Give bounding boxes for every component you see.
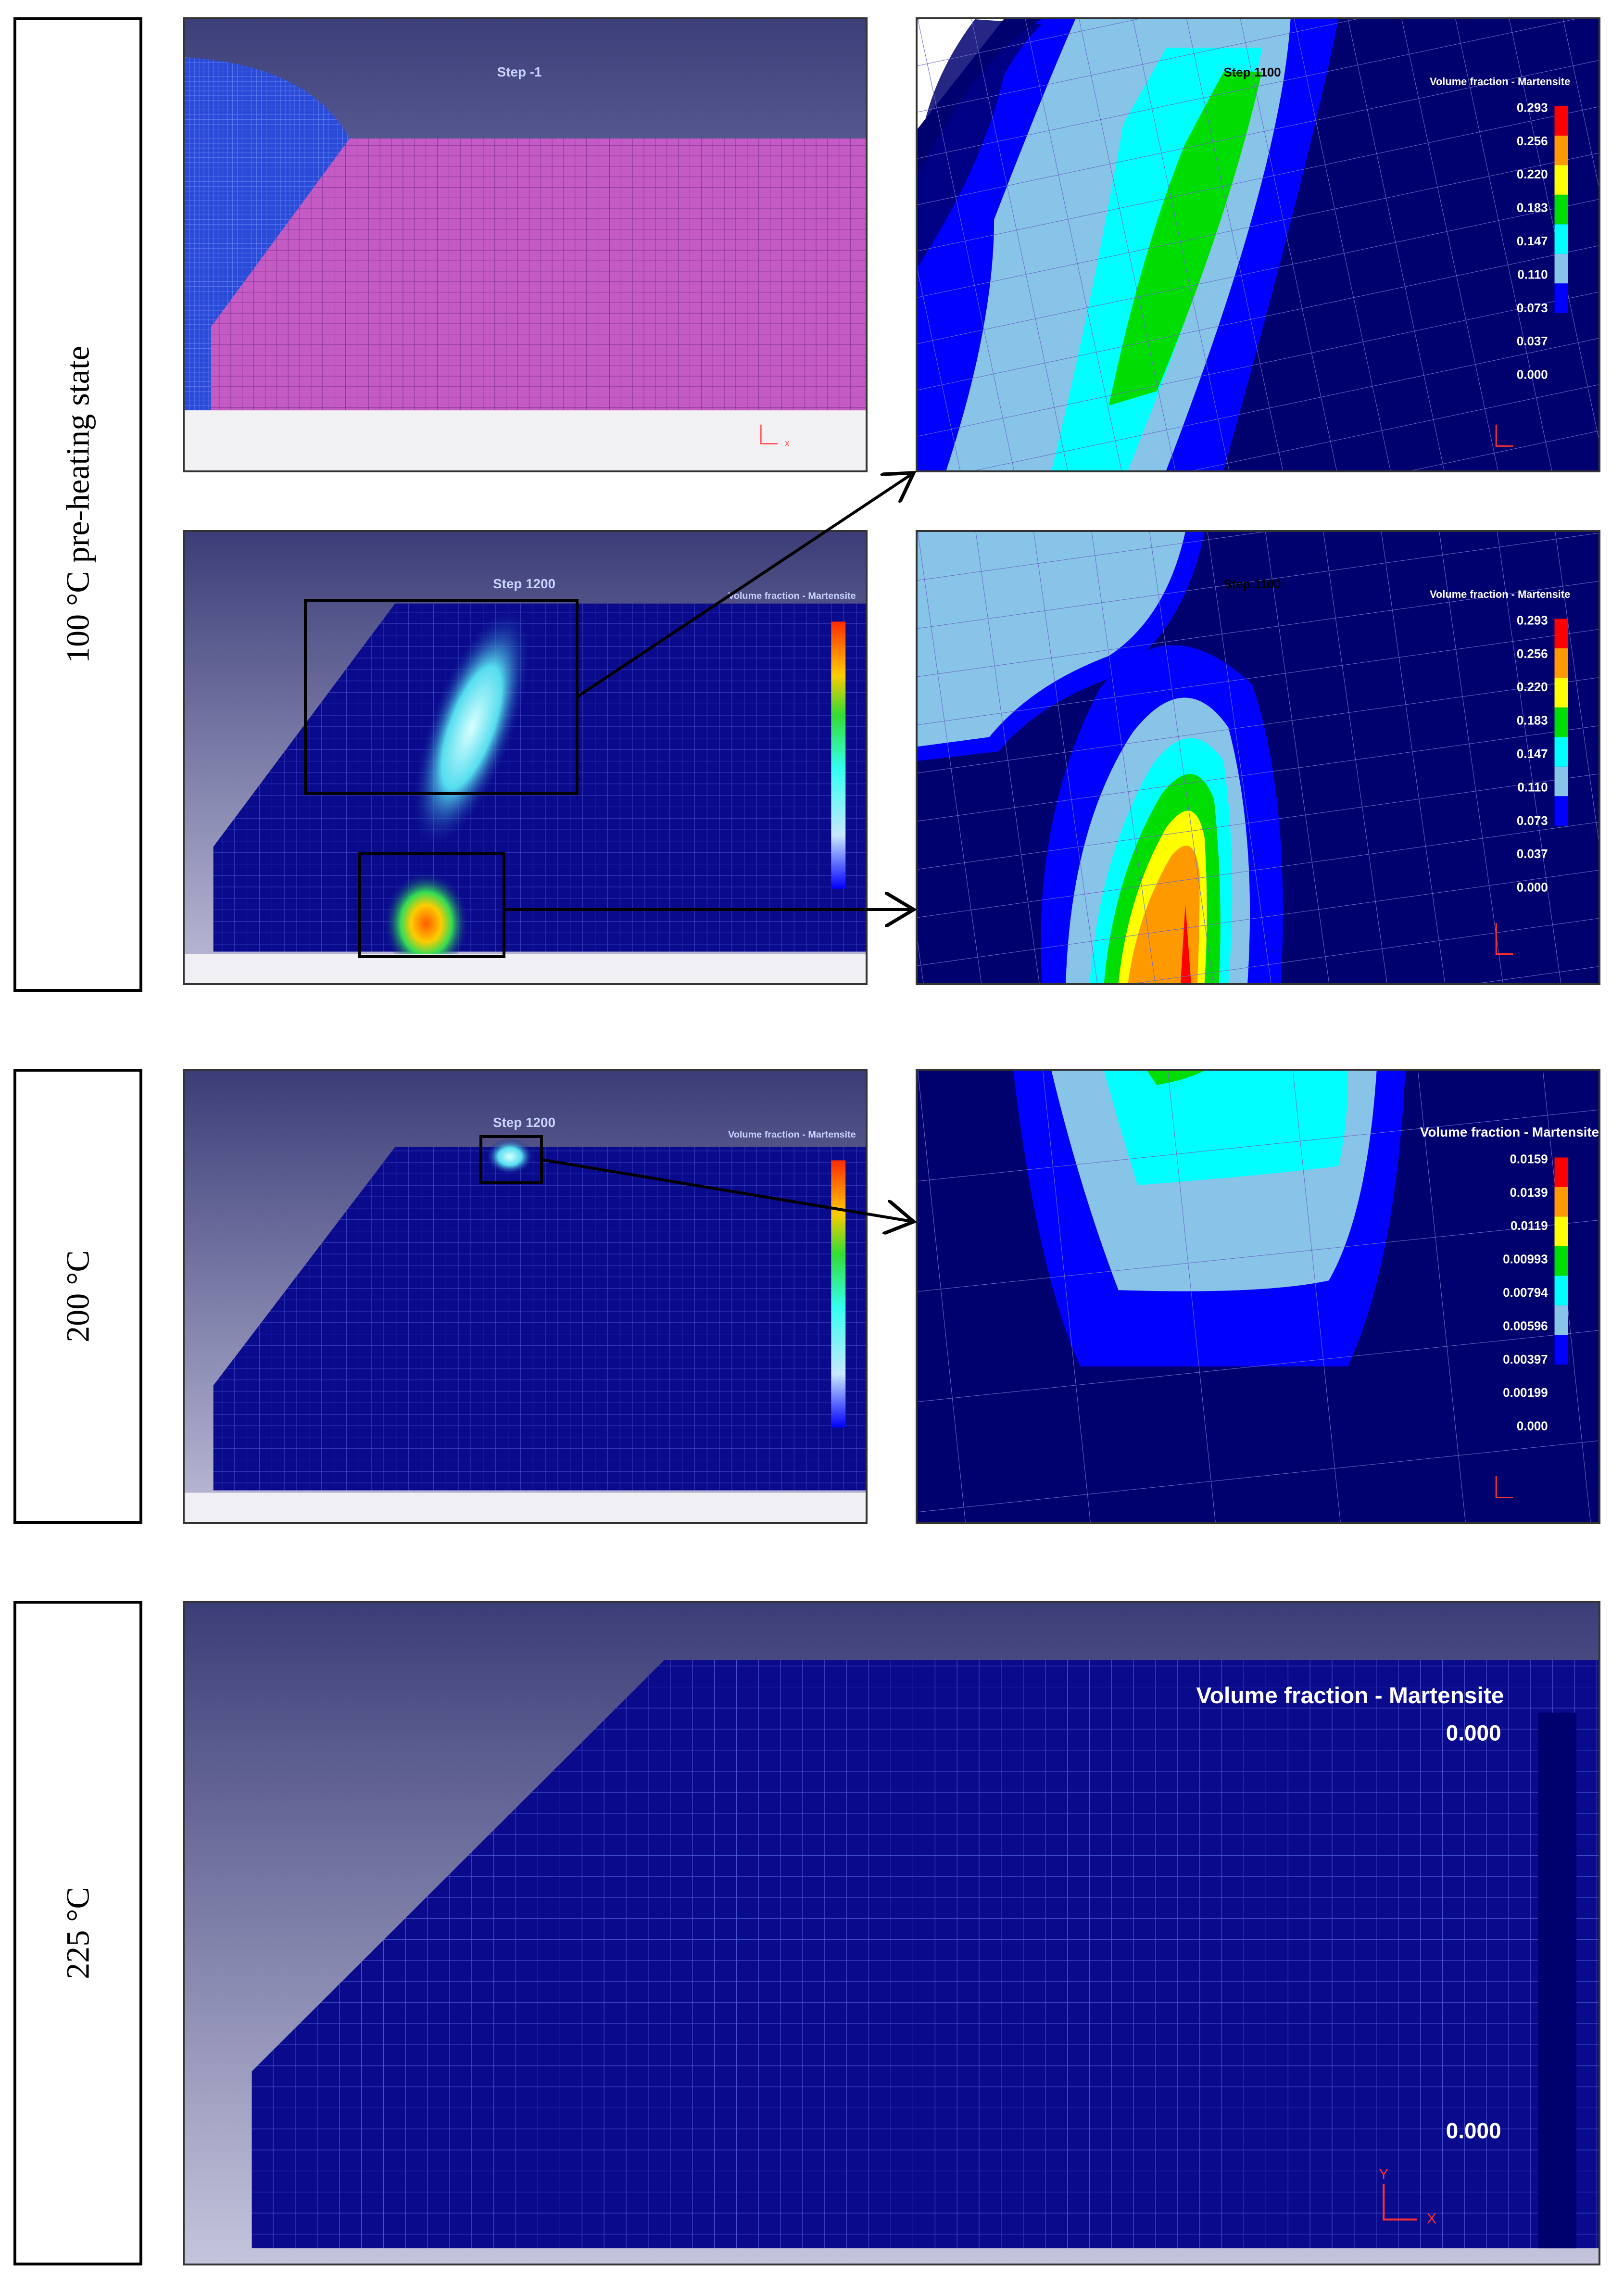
panel-zoom-200c: Volume fraction - Martensite 0.0159 0.01… [916, 1069, 1600, 1524]
colorbar [831, 621, 846, 889]
svg-text:0.037: 0.037 [1517, 848, 1548, 861]
svg-text:0.220: 0.220 [1517, 168, 1548, 181]
svg-text:0.037: 0.037 [1517, 335, 1548, 348]
panel-initial-mesh: Step -1 x [183, 17, 868, 472]
svg-text:0.00794: 0.00794 [1503, 1286, 1548, 1300]
svg-text:0.073: 0.073 [1517, 302, 1548, 315]
svg-text:0.00993: 0.00993 [1503, 1253, 1548, 1266]
svg-text:0.00397: 0.00397 [1503, 1353, 1548, 1366]
row-label-100c: 100 °C pre-heating state [13, 17, 142, 992]
svg-text:0.00596: 0.00596 [1503, 1319, 1548, 1333]
legend: Volume fraction - Martensite 0.0159 0.01… [1420, 1125, 1599, 1433]
svg-text:x: x [785, 438, 790, 448]
panel-overview-200c: Step 1200 Volume fraction - Martensite [183, 1069, 868, 1524]
step-label: Step 1200 [493, 576, 555, 591]
svg-text:0.256: 0.256 [1517, 647, 1548, 661]
row-label-225c: 225 °C [13, 1601, 142, 2265]
row-label-200c: 200 °C [13, 1069, 142, 1524]
svg-text:0.000: 0.000 [1517, 881, 1548, 895]
svg-text:X: X [1427, 2211, 1436, 2227]
svg-text:Volume fraction - Martensite: Volume fraction - Martensite [1196, 1683, 1504, 1708]
axis-triad-icon [1495, 1476, 1513, 1498]
svg-text:0.000: 0.000 [1446, 2119, 1501, 2143]
step-label: Step 1100 [1223, 578, 1281, 591]
svg-text:0.293: 0.293 [1517, 101, 1548, 114]
svg-text:0.183: 0.183 [1517, 202, 1548, 215]
svg-text:Volume fraction - Martensite: Volume fraction - Martensite [728, 591, 856, 601]
svg-text:0.000: 0.000 [1517, 368, 1548, 382]
colorbar [1538, 1712, 1577, 2249]
svg-text:Volume fraction - Martensite: Volume fraction - Martensite [1420, 1125, 1599, 1139]
svg-text:0.0139: 0.0139 [1510, 1186, 1548, 1200]
legend: Volume fraction - Martensite 0.293 0.256… [1430, 588, 1570, 895]
svg-text:Y: Y [1379, 2166, 1388, 2182]
svg-text:0.00199: 0.00199 [1503, 1386, 1548, 1400]
axis-triad-icon [760, 424, 778, 444]
panel-zoom-lower-100c: Step 1100 Volume fraction - Martensite 0… [916, 530, 1600, 985]
svg-text:0.183: 0.183 [1517, 714, 1548, 728]
panel-overview-100c: Step 1200 Volume fraction - Martensite [183, 530, 868, 985]
step-label: Step 1200 [493, 1115, 555, 1130]
axis-triad-icon [1383, 2183, 1418, 2221]
svg-text:0.000: 0.000 [1517, 1420, 1548, 1433]
svg-text:0.147: 0.147 [1517, 747, 1548, 761]
panel-zoom-upper-100c: Step 1100 Volume fraction - Martensite 0… [916, 17, 1600, 472]
svg-text:0.256: 0.256 [1517, 135, 1548, 148]
svg-text:Volume fraction - Martensite: Volume fraction - Martensite [728, 1129, 856, 1140]
legend: Volume fraction - Martensite 0.293 0.256… [1430, 76, 1570, 382]
step-label: Step 1100 [1223, 66, 1281, 79]
svg-text:0.220: 0.220 [1517, 681, 1548, 694]
svg-text:0.293: 0.293 [1517, 614, 1548, 627]
colorbar [831, 1160, 846, 1428]
axis-triad-icon [1495, 424, 1513, 447]
svg-text:Volume fraction - Martensite: Volume fraction - Martensite [1430, 76, 1570, 88]
svg-text:0.110: 0.110 [1517, 781, 1548, 794]
svg-text:Volume fraction - Martensite: Volume fraction - Martensite [1430, 588, 1570, 600]
svg-text:0.000: 0.000 [1446, 1720, 1501, 1745]
svg-text:0.0159: 0.0159 [1510, 1152, 1548, 1166]
svg-text:0.0119: 0.0119 [1511, 1219, 1548, 1233]
panel-wide-225c: Volume fraction - Martensite 0.000 0.000… [183, 1601, 1600, 2265]
svg-text:0.110: 0.110 [1517, 268, 1548, 281]
axis-triad-icon [1495, 923, 1513, 955]
svg-text:0.073: 0.073 [1517, 814, 1548, 828]
svg-text:0.147: 0.147 [1517, 235, 1548, 248]
step-label: Step -1 [497, 64, 542, 79]
